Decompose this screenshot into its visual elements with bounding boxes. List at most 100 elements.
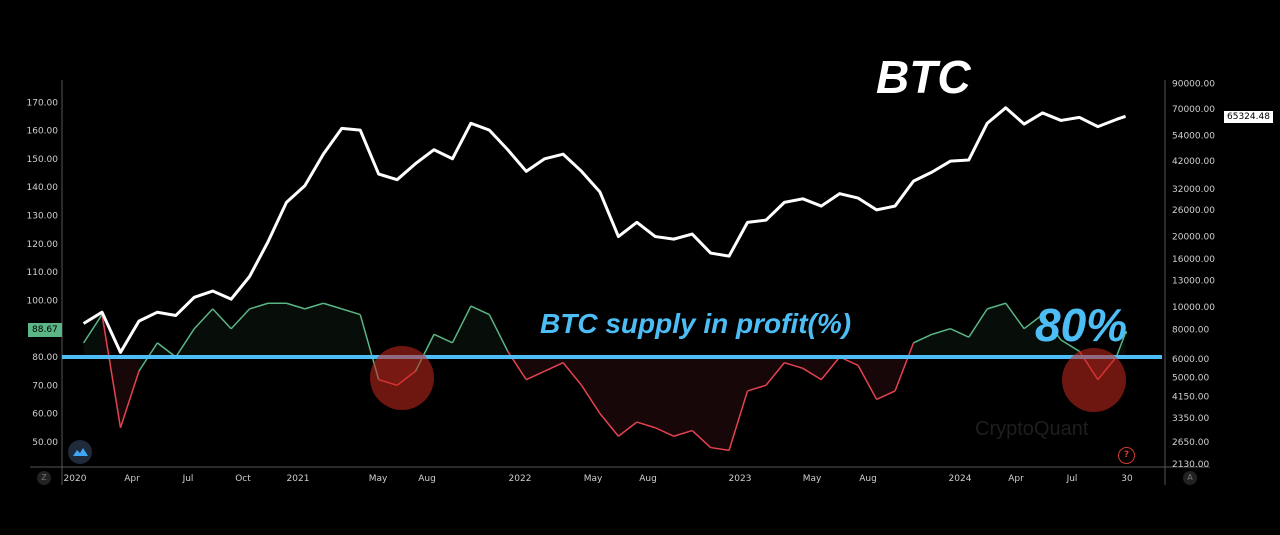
left-tick-label: 110.00 [27,268,59,278]
right-tick-label: 6000.00 [1172,355,1209,365]
profit-fill-segment [470,306,490,357]
profit-line-segment [193,308,214,330]
supply-annotation: BTC supply in profit(%) [540,308,852,339]
right-tick-label: 54000.00 [1172,132,1215,142]
current-profit-label: 88.67 [28,323,62,337]
profit-point-last [1124,330,1128,334]
x-tick-label: Jul [182,474,194,484]
x-tick-label: Jul [1066,474,1078,484]
profit-line-segment [580,384,601,415]
left-tick-label: 80.00 [32,353,58,363]
profit-line-segment [820,356,841,381]
profit-fill-segment [563,357,582,386]
right-tick-label: 5000.00 [1172,373,1209,383]
profit-line-segment [599,413,619,437]
help-icon[interactable]: ? [1118,447,1135,464]
highlight-circle-2024 [1062,348,1126,412]
profit-line-segment [82,314,103,344]
profit-line-segment [156,342,177,358]
x-tick-label: May [369,474,388,484]
profit-line-segment [1005,302,1025,330]
x-tick-label: 2020 [64,474,87,484]
profit-fill-segment [1024,314,1043,357]
profit-fill-segment [268,303,287,357]
x-tick-label: 2024 [949,474,972,484]
profit-line-segment [747,384,767,392]
a-button[interactable]: A [1183,471,1197,485]
left-tick-label: 120.00 [27,240,59,250]
profit-fill-segment [876,357,896,400]
x-tick-label: Aug [639,474,657,484]
profit-line-segment [987,302,1006,310]
profit-line-segment [101,314,122,428]
profit-line-segment [876,390,896,401]
profit-line-segment [488,314,509,352]
profit-fill-segment [452,306,471,357]
x-tick-label: May [584,474,603,484]
profit-fill-segment [1061,340,1080,357]
right-tick-label: 8000.00 [1172,326,1209,336]
right-tick-label: 26000.00 [1172,206,1215,216]
left-tick-label: 140.00 [27,183,59,193]
profit-fill-segment [323,303,342,357]
profit-line-segment [691,430,712,449]
profit-fill-segment [931,328,951,357]
profit-fill-segment [673,357,693,437]
threshold-label: 80% [1035,299,1128,351]
profit-fill-segment [729,357,748,451]
profit-line-segment [728,390,749,451]
profit-line-segment [710,446,730,452]
profit-line-segment [470,305,490,316]
profit-fill-segment [858,357,877,400]
profit-line-segment [673,429,693,437]
profit-fill-segment [249,303,269,357]
x-tick-label: 2023 [729,474,752,484]
profit-fill-segment [120,357,139,428]
cryptoquant-logo-icon[interactable] [68,440,92,464]
profit-fill-segment [987,303,1006,357]
z-button[interactable]: Z [37,471,51,485]
profit-line-segment [562,362,583,386]
x-tick-label: Aug [418,474,436,484]
left-tick-label: 170.00 [27,98,59,108]
right-tick-label: 2650.00 [1172,438,1209,448]
right-tick-label: 20000.00 [1172,233,1215,243]
profit-fill-segment [526,357,545,380]
profit-line-segment [286,302,306,310]
right-tick-label: 3350.00 [1172,414,1209,424]
profit-line-segment [617,421,638,437]
left-tick-label: 70.00 [32,381,58,391]
profit-fill-segment [784,357,803,369]
current-price-label: 65324.48 [1224,111,1273,123]
right-tick-label: 2130.00 [1172,460,1209,470]
right-tick-label: 13000.00 [1172,276,1215,286]
profit-line-segment [341,308,361,316]
left-tick-label: 60.00 [32,410,58,420]
x-tick-label: 2021 [287,474,310,484]
profit-fill-segment [83,314,103,357]
right-tick-label: 32000.00 [1172,185,1215,195]
profit-line-segment [1115,332,1127,358]
x-tick-label: Aug [859,474,877,484]
profit-line-segment [525,370,545,381]
profit-fill-segment [618,357,637,437]
profit-fill-segment [765,357,785,386]
profit-line-segment [1041,314,1062,341]
profit-line-segment [784,361,804,370]
profit-fill-segment [544,357,564,372]
profit-line-segment [249,302,269,310]
x-tick-label: 30 [1121,474,1133,484]
profit-fill-segment [802,357,822,380]
left-tick-label: 150.00 [27,155,59,165]
profit-fill-segment [1042,314,1062,357]
profit-fill-segment [581,357,600,414]
profit-fill-segment [304,303,324,357]
profit-line-segment [654,427,675,437]
profit-line-segment [304,302,324,310]
x-tick-label: Oct [235,474,251,484]
profit-line-segment [636,421,656,429]
profit-fill-segment [341,308,361,357]
x-tick-label: May [803,474,822,484]
profit-fill-segment [747,357,766,391]
